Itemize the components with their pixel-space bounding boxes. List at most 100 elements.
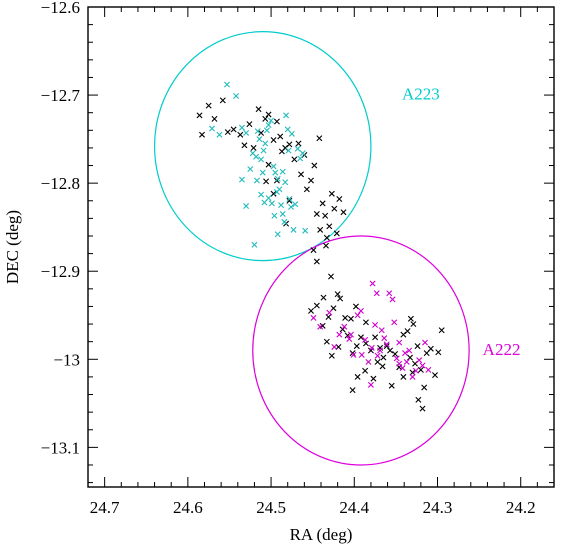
data-point [393, 355, 400, 362]
data-point [354, 373, 361, 380]
data-point [262, 115, 269, 122]
data-point [362, 367, 369, 374]
x-tick-label: 24.4 [339, 498, 369, 517]
data-point [416, 357, 423, 364]
data-point [265, 195, 272, 202]
plot-frame [87, 6, 555, 488]
x-tick-label: 24.3 [423, 498, 453, 517]
data-point [205, 102, 212, 109]
x-tick-label: 24.5 [256, 498, 286, 517]
data-point [255, 106, 262, 113]
data-point [358, 351, 365, 358]
data-point [362, 319, 369, 326]
data-point [274, 231, 281, 238]
data-point [272, 169, 279, 176]
data-point [402, 350, 409, 357]
data-point [333, 230, 340, 237]
data-point [362, 336, 369, 343]
x-tick-label: 24.7 [90, 498, 120, 517]
data-point [370, 375, 377, 382]
data-point [250, 144, 257, 151]
data-point [263, 127, 270, 134]
data-point [274, 175, 281, 182]
data-point [325, 314, 332, 321]
data-point [438, 327, 445, 334]
data-point [339, 326, 346, 333]
data-point [427, 345, 434, 352]
data-point [196, 112, 203, 119]
data-point [292, 201, 299, 208]
data-point [223, 81, 230, 88]
data-point [322, 212, 329, 219]
data-point [320, 294, 327, 301]
data-point [404, 328, 411, 335]
data-point [353, 343, 360, 350]
data-point [311, 162, 318, 169]
data-point [336, 331, 343, 338]
data-point [327, 273, 334, 280]
data-point [270, 190, 277, 197]
data-point [372, 334, 379, 341]
data-point [299, 150, 306, 157]
y-tick-label: −13.1 [41, 438, 80, 457]
data-point [381, 335, 388, 342]
data-point [278, 202, 285, 209]
data-point [421, 384, 428, 391]
data-point [281, 218, 288, 225]
data-point [367, 381, 374, 388]
data-point [268, 117, 275, 124]
data-point [414, 343, 421, 350]
data-point [368, 344, 375, 351]
data-point [400, 373, 407, 380]
data-point [377, 344, 384, 351]
data-point [258, 129, 265, 136]
data-point [308, 177, 315, 184]
data-point [357, 307, 364, 314]
data-point [288, 203, 295, 210]
data-point [224, 129, 231, 136]
data-point [302, 227, 309, 234]
data-point [412, 367, 419, 374]
y-tick-label: −12.9 [41, 262, 80, 281]
data-point [388, 382, 395, 389]
data-point [286, 196, 293, 202]
data-point [219, 97, 226, 104]
data-point [396, 360, 403, 367]
data-point [270, 163, 277, 170]
data-point [323, 234, 330, 241]
annotations: A223 A222 [402, 84, 520, 358]
data-point [279, 168, 286, 175]
data-point [350, 351, 357, 358]
data-point [285, 147, 292, 154]
data-point [352, 303, 359, 310]
data-point [342, 314, 349, 321]
data-point [263, 178, 270, 185]
data-point [328, 190, 335, 197]
data-point [265, 161, 272, 168]
data-point [256, 136, 263, 143]
data-point [238, 124, 245, 131]
data-point [392, 351, 399, 357]
data-point [435, 349, 442, 356]
data-point [365, 358, 372, 365]
data-point [308, 307, 315, 314]
data-point [273, 118, 280, 125]
data-point [326, 223, 333, 230]
y-tick-label: −13 [53, 350, 80, 369]
data-point [383, 341, 390, 348]
data-point [243, 203, 250, 210]
data-point [277, 133, 284, 140]
x-tick-label: 24.6 [173, 498, 203, 517]
data-point [346, 336, 353, 343]
data-point [294, 145, 301, 152]
data-point [233, 92, 240, 99]
data-point [258, 156, 265, 163]
data-point [313, 258, 320, 265]
data-point [379, 363, 386, 370]
data-point [389, 296, 396, 303]
data-point [241, 142, 248, 149]
data-point [251, 241, 258, 248]
data-point [349, 350, 356, 357]
data-point [316, 135, 323, 142]
